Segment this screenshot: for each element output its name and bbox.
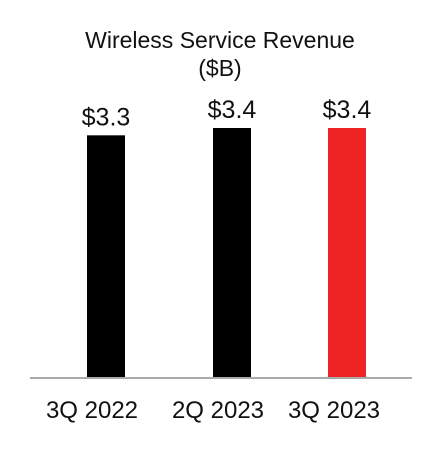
x-tick-label: 3Q 2023 (288, 397, 380, 424)
bar-3q-2022 (87, 135, 125, 377)
x-tick-label: 3Q 2022 (46, 397, 138, 424)
data-label: $3.3 (82, 103, 131, 131)
data-label: $3.4 (323, 96, 372, 124)
bar-3q-2023 (328, 128, 366, 377)
bar-2q-2023 (213, 128, 251, 377)
data-label: $3.4 (208, 96, 257, 124)
x-tick-label: 2Q 2023 (172, 397, 264, 424)
chart-title: Wireless Service Revenue (85, 27, 355, 53)
chart-subtitle: ($B) (198, 55, 242, 81)
